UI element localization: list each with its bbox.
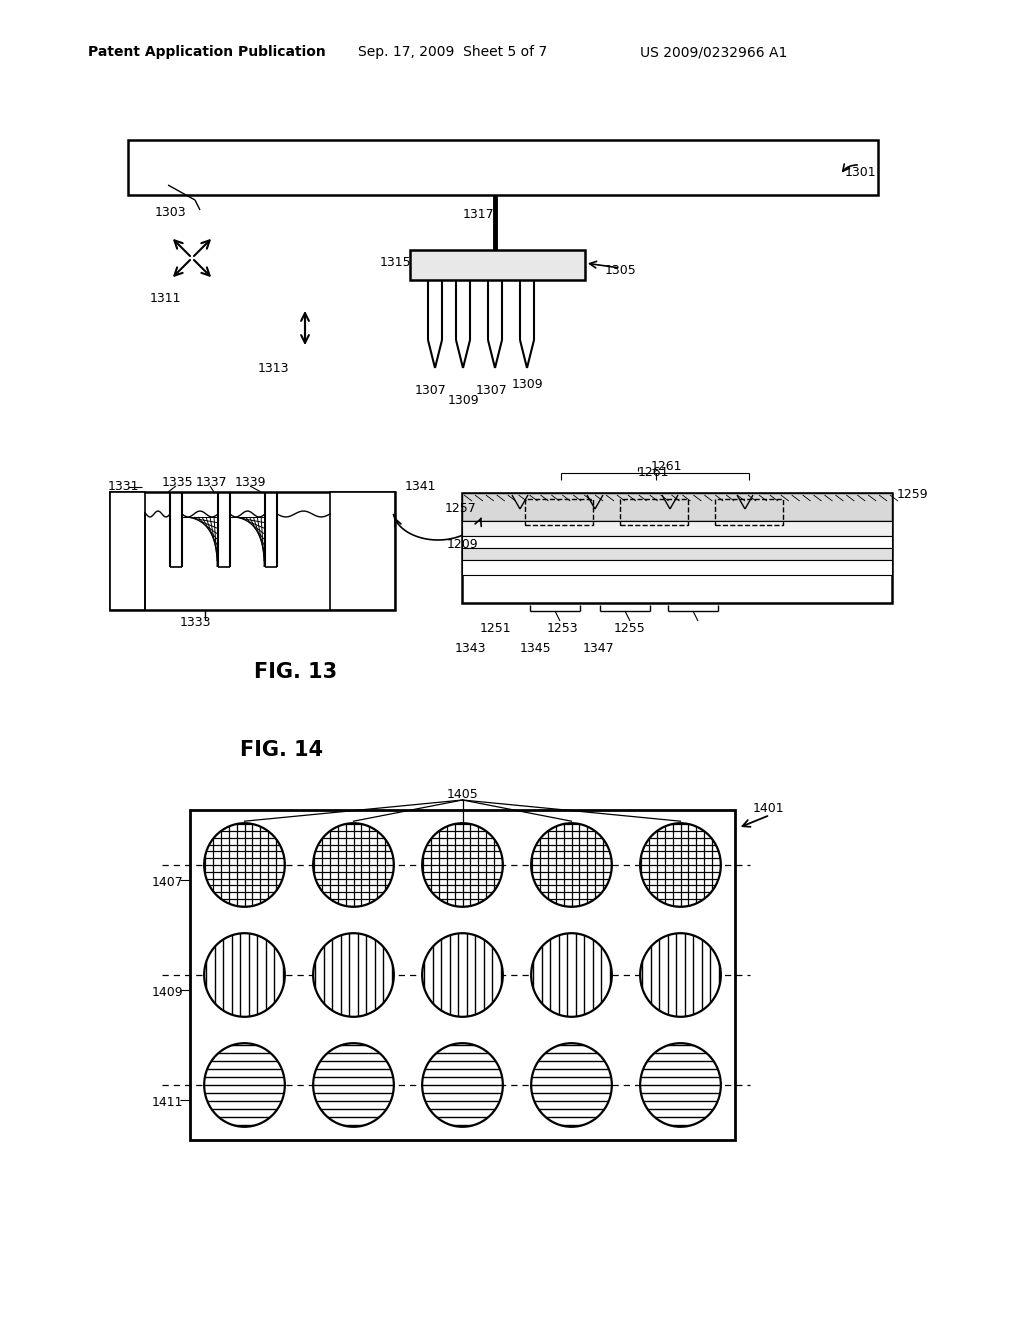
Text: 1343: 1343 <box>455 642 486 655</box>
Text: 1347: 1347 <box>583 642 614 655</box>
Text: 1255: 1255 <box>614 622 646 635</box>
Text: 1257: 1257 <box>445 502 477 515</box>
Text: Sep. 17, 2009  Sheet 5 of 7: Sep. 17, 2009 Sheet 5 of 7 <box>358 45 547 59</box>
Text: 1405: 1405 <box>446 788 478 801</box>
Text: Patent Application Publication: Patent Application Publication <box>88 45 326 59</box>
Ellipse shape <box>422 824 503 907</box>
Bar <box>190 810 735 1140</box>
Text: 1315: 1315 <box>380 256 412 268</box>
Text: 1251: 1251 <box>480 622 512 635</box>
Ellipse shape <box>204 933 285 1016</box>
Text: 1411: 1411 <box>152 1097 183 1110</box>
Bar <box>620 499 688 525</box>
Bar <box>715 499 783 525</box>
Text: 1333: 1333 <box>180 615 212 628</box>
Bar <box>462 560 892 576</box>
Text: 1209: 1209 <box>447 539 478 552</box>
Text: 1261: 1261 <box>638 466 670 479</box>
Text: 1409: 1409 <box>152 986 183 999</box>
Bar <box>462 492 892 521</box>
Ellipse shape <box>531 824 611 907</box>
Text: 1305: 1305 <box>605 264 637 276</box>
Text: 1311: 1311 <box>150 292 181 305</box>
Ellipse shape <box>640 824 721 907</box>
Text: 1253: 1253 <box>547 622 579 635</box>
Text: US 2009/0232966 A1: US 2009/0232966 A1 <box>640 45 787 59</box>
Text: 1337: 1337 <box>196 477 227 490</box>
Bar <box>462 492 892 603</box>
Ellipse shape <box>531 1043 611 1127</box>
Bar <box>410 249 585 280</box>
Text: 1341: 1341 <box>406 480 436 494</box>
Ellipse shape <box>640 1043 721 1127</box>
Ellipse shape <box>422 1043 503 1127</box>
Text: 1317: 1317 <box>463 209 495 222</box>
Text: 1303: 1303 <box>155 206 186 219</box>
Text: 1301: 1301 <box>845 165 877 178</box>
Ellipse shape <box>640 933 721 1016</box>
Text: 1261: 1261 <box>651 461 683 474</box>
Text: 1401: 1401 <box>753 801 784 814</box>
Ellipse shape <box>313 824 394 907</box>
Bar <box>462 521 892 536</box>
Text: FIG. 13: FIG. 13 <box>254 663 338 682</box>
Bar <box>128 140 878 195</box>
Text: 1339: 1339 <box>234 477 266 490</box>
Text: 1335: 1335 <box>162 477 194 490</box>
Text: 1313: 1313 <box>258 362 290 375</box>
Bar <box>110 492 145 610</box>
Text: 1331: 1331 <box>108 480 139 494</box>
Text: 1345: 1345 <box>520 642 552 655</box>
Bar <box>330 492 395 610</box>
Bar <box>462 548 892 560</box>
Bar <box>462 536 892 548</box>
Ellipse shape <box>313 1043 394 1127</box>
Ellipse shape <box>313 933 394 1016</box>
Ellipse shape <box>531 933 611 1016</box>
Text: 1307: 1307 <box>476 384 508 396</box>
Text: FIG. 14: FIG. 14 <box>241 741 324 760</box>
Ellipse shape <box>422 933 503 1016</box>
Bar <box>110 492 395 610</box>
Text: 1259: 1259 <box>897 488 929 502</box>
Text: 1307: 1307 <box>415 384 446 396</box>
Text: 1309: 1309 <box>512 379 544 392</box>
Bar <box>525 499 593 525</box>
Ellipse shape <box>204 824 285 907</box>
Text: 1309: 1309 <box>449 393 479 407</box>
Text: 1407: 1407 <box>152 876 183 890</box>
Ellipse shape <box>204 1043 285 1127</box>
